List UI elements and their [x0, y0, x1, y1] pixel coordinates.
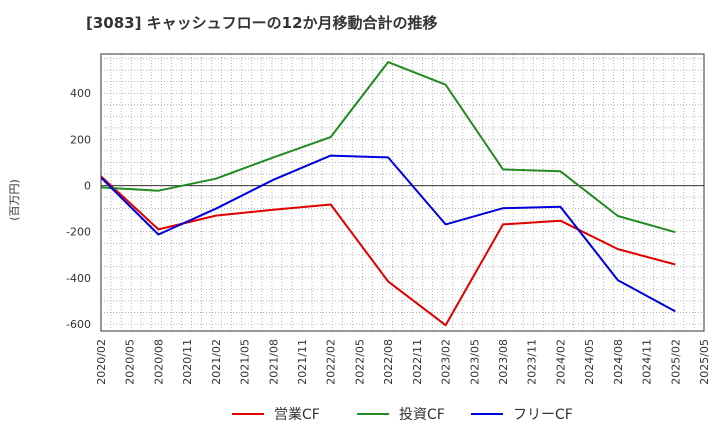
x-tick-label: 2024/11 — [641, 339, 654, 385]
y-tick-label: -200 — [66, 226, 91, 239]
legend: 営業CF 投資CF フリーCF — [232, 407, 573, 423]
x-tick-label: 2021/02 — [210, 339, 223, 385]
x-tick-label: 2020/11 — [181, 339, 194, 385]
legend-label: 投資CF — [399, 407, 445, 423]
x-tick-label: 2020/05 — [124, 339, 137, 385]
x-tick-label: 2021/11 — [296, 339, 309, 385]
y-tick-layer: 400 200 0 -200 -400 -600 — [66, 87, 91, 331]
x-tick-label: 2025/02 — [669, 339, 682, 385]
plot-frame — [100, 53, 705, 332]
y-tick-label: 200 — [70, 133, 91, 146]
legend-label: 営業CF — [274, 407, 320, 423]
series-line-1 — [100, 61, 676, 234]
x-tick-label: 2024/05 — [583, 339, 596, 385]
y-tick-label: -400 — [66, 272, 91, 285]
legend-label: フリーCF — [513, 407, 573, 423]
x-tick-label: 2023/08 — [497, 339, 510, 385]
series-line-0 — [100, 175, 676, 327]
x-tick-label: 2022/05 — [353, 339, 366, 385]
x-tick-layer: 2020/02 2020/05 2020/08 2020/11 2021/02 2021/… — [95, 339, 711, 385]
grid-layer — [101, 54, 704, 331]
x-tick-label: 2025/05 — [698, 339, 711, 385]
x-tick-label: 2020/02 — [95, 339, 108, 385]
y-tick-label: -600 — [66, 318, 91, 331]
chart-title: [3083] キャッシュフローの12か月移動合計の推移 — [86, 14, 438, 32]
x-tick-label: 2021/05 — [239, 339, 252, 385]
x-tick-label: 2023/05 — [468, 339, 481, 385]
x-tick-label: 2022/02 — [325, 339, 338, 385]
series-line-2 — [100, 154, 676, 313]
y-tick-label: 0 — [84, 180, 91, 193]
x-tick-label: 2022/11 — [411, 339, 424, 385]
x-tick-label: 2020/08 — [152, 339, 165, 385]
y-axis-label: (百万円) — [8, 179, 21, 221]
x-tick-label: 2024/02 — [554, 339, 567, 385]
x-tick-label: 2021/08 — [267, 339, 280, 385]
x-tick-label: 2022/08 — [382, 339, 395, 385]
x-tick-label: 2023/02 — [440, 339, 453, 385]
series-layer — [100, 61, 676, 327]
x-tick-label: 2023/11 — [526, 339, 539, 385]
x-tick-label: 2024/08 — [612, 339, 625, 385]
y-tick-label: 400 — [70, 87, 91, 100]
